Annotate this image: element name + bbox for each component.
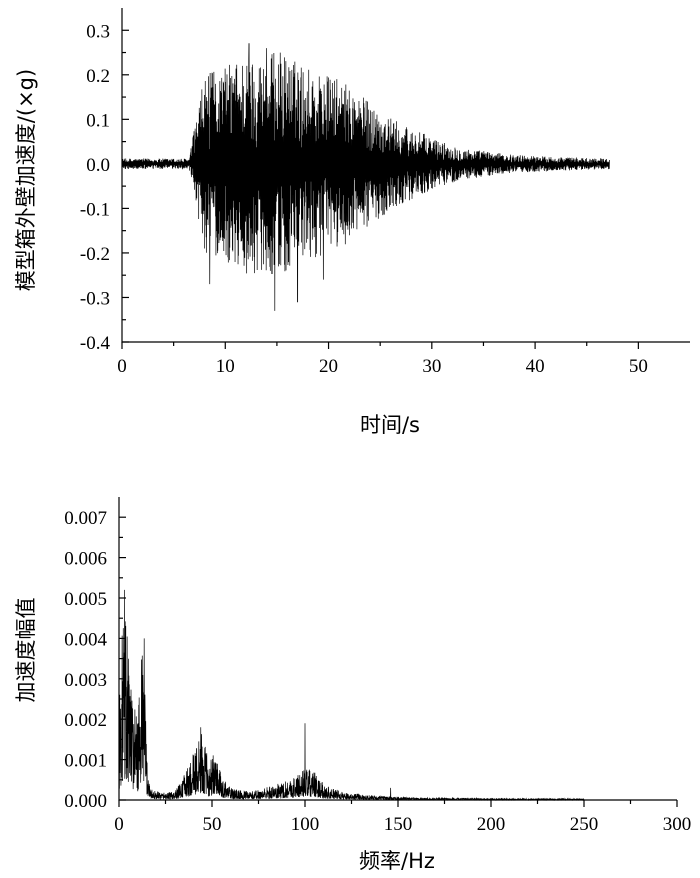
y-tick-label: 0.000 — [64, 791, 107, 812]
x-tick-label: 250 — [570, 814, 599, 835]
acceleration-trace — [121, 43, 610, 311]
spectrum-chart: 0 50 100 150 200 250 300 0.0000.0010.0020.0030… — [14, 497, 691, 873]
spectrum-y-ticks: 0.000 0.001 0.002 0.003 0.004 0.005 0.006 0.007 — [64, 508, 126, 812]
x-tick-label: 30 — [422, 356, 441, 377]
x-tick-label: 40 — [526, 356, 545, 377]
y-tick-label: 0.004 — [64, 629, 107, 650]
y-tick-label: 0.0 — [86, 155, 110, 176]
x-tick-label: 200 — [477, 814, 506, 835]
y-tick-label: 0.1 — [86, 110, 110, 131]
spectrum-trace — [118, 589, 585, 802]
time-history-x-ticks: 0 10 20 30 40 50 — [117, 342, 648, 377]
y-tick-label: 0.3 — [86, 21, 110, 42]
y-tick-label: -0.2 — [80, 244, 110, 265]
y-tick-label: 0.2 — [86, 66, 110, 87]
spectrum-y-axis-title: 加速度幅值 — [14, 598, 38, 703]
y-tick-label: -0.1 — [80, 199, 110, 220]
x-tick-label: 0 — [114, 814, 124, 835]
y-tick-label: 0.002 — [64, 710, 107, 731]
spectrum-x-ticks: 0 50 100 150 200 250 300 — [114, 800, 691, 835]
y-tick-label: 0.003 — [64, 670, 107, 691]
time-history-chart: 0 10 20 30 40 50 0.3 0.2 0.1 0.0 -0.1 -0.2 -0.3 -0.4… — [14, 8, 690, 437]
x-tick-label: 100 — [291, 814, 320, 835]
x-tick-label: 50 — [203, 814, 222, 835]
time-history-y-axis-title: 模型箱外壁加速度/(×g) — [14, 69, 38, 291]
time-history-signal — [121, 43, 610, 311]
x-tick-label: 300 — [663, 814, 692, 835]
y-tick-label: 0.005 — [64, 589, 107, 610]
y-tick-label: 0.001 — [64, 751, 107, 772]
c2-axis-lines — [118, 497, 677, 801]
x-tick-label: 50 — [629, 356, 648, 377]
spectrum-axes — [118, 497, 677, 801]
x-tick-label: 10 — [216, 356, 235, 377]
x-tick-label: 20 — [319, 356, 338, 377]
x-tick-label: 0 — [117, 356, 127, 377]
y-tick-label: 0.006 — [64, 549, 107, 570]
y-tick-label: 0.007 — [64, 508, 107, 529]
time-history-x-axis-title: 时间/s — [360, 413, 420, 437]
time-history-y-ticks: 0.3 0.2 0.1 0.0 -0.1 -0.2 -0.3 -0.4 — [80, 21, 129, 354]
y-tick-label: -0.4 — [80, 333, 111, 354]
spectrum-x-axis-title: 频率/Hz — [359, 849, 435, 873]
y-tick-label: -0.3 — [80, 288, 110, 309]
x-tick-label: 150 — [384, 814, 413, 835]
spectrum-signal — [118, 589, 585, 802]
